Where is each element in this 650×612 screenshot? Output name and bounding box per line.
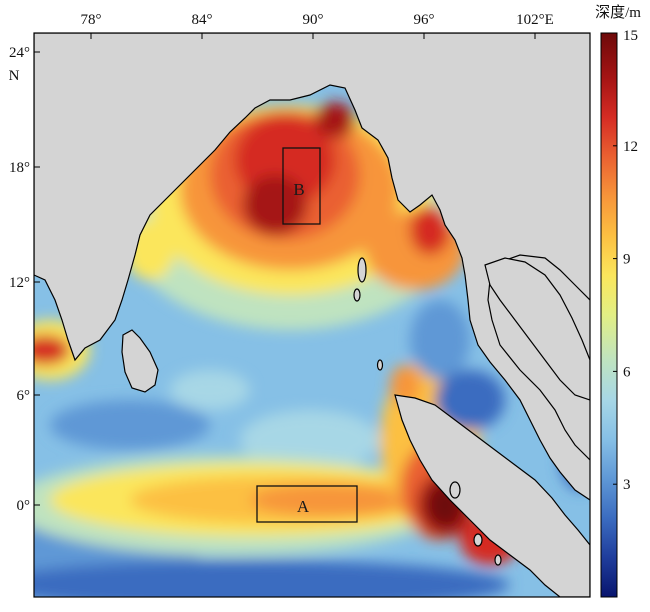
colorbar-tick-label: 12: [623, 139, 638, 155]
mixed-layer-depth-field: [34, 102, 590, 597]
land-andaman-islet: [353, 288, 361, 302]
region-box-b: [282, 147, 321, 225]
colorbar-tick-label: 9: [623, 252, 631, 268]
region-box-a: [256, 485, 358, 523]
land-nicobar-islands: [376, 359, 384, 371]
land-nias-island: [449, 481, 461, 499]
x-axis-ticks: [90, 33, 536, 39]
x-tick-label-102e: 102°E: [516, 12, 554, 28]
y-tick-label-6: 6°: [17, 388, 31, 404]
land-indian-subcontinent: [34, 33, 590, 501]
y-tick-label-24: 24°: [9, 45, 30, 61]
land-mentawai-islet: [494, 554, 502, 566]
x-tick-label-96: 96°: [414, 12, 435, 28]
land-andaman-islands: [357, 257, 367, 283]
colorbar-title: 深度/m: [595, 4, 641, 21]
region-label-b: B: [293, 180, 304, 199]
land-malay-peninsula: [484, 257, 590, 401]
y-axis-ticks: [34, 51, 40, 506]
land-sri-lanka: [121, 329, 159, 393]
region-label-a: A: [297, 497, 310, 516]
colorbar-tick-label: 3: [623, 477, 631, 493]
region-boxes: A B: [256, 147, 358, 523]
y-tick-label-12: 12°: [9, 275, 30, 291]
x-tick-label-84: 84°: [192, 12, 213, 28]
land-sumatra: [394, 394, 590, 597]
land-masses: [34, 33, 590, 597]
colorbar-tick-label: 15: [623, 28, 638, 44]
colorbar: 深度/m 3 6 9 12 15: [595, 4, 641, 598]
land-mentawai-island: [473, 533, 483, 547]
map-frame: [33, 32, 591, 598]
y-tick-label-18: 18°: [9, 160, 30, 176]
x-tick-label-78: 78°: [81, 12, 102, 28]
colorbar-ticks: 3 6 9 12 15: [613, 28, 638, 493]
y-axis-unit: N: [9, 68, 20, 84]
colorbar-ramp: [600, 32, 618, 598]
colorbar-tick-label: 6: [623, 364, 631, 380]
x-tick-label-90: 90°: [303, 12, 324, 28]
map-panel: A B: [34, 33, 590, 597]
y-tick-label-0: 0°: [17, 498, 31, 514]
